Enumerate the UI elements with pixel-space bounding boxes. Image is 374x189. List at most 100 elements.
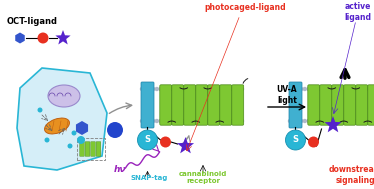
Circle shape [191,87,196,91]
Text: UV-A
light: UV-A light [277,85,297,105]
Circle shape [318,87,322,91]
Circle shape [229,87,233,91]
Circle shape [303,119,307,123]
Polygon shape [15,33,25,43]
Circle shape [206,87,211,91]
Circle shape [71,130,77,136]
FancyBboxPatch shape [208,85,220,125]
Circle shape [169,119,174,123]
Circle shape [221,119,226,123]
Circle shape [210,87,215,91]
Text: cannabinoid
receptor: cannabinoid receptor [179,171,227,184]
Circle shape [308,136,319,147]
Circle shape [325,87,329,91]
Circle shape [188,119,192,123]
Circle shape [169,87,174,91]
Circle shape [303,87,307,91]
Circle shape [210,119,215,123]
Circle shape [188,87,192,91]
FancyBboxPatch shape [172,85,184,125]
FancyBboxPatch shape [232,85,244,125]
Circle shape [107,122,123,138]
Polygon shape [17,68,107,170]
Circle shape [358,87,362,91]
Circle shape [37,108,43,112]
Text: hν: hν [113,166,126,174]
Circle shape [195,87,200,91]
Circle shape [299,87,303,91]
Circle shape [314,119,318,123]
Circle shape [295,119,300,123]
Circle shape [195,119,200,123]
Circle shape [166,87,170,91]
FancyBboxPatch shape [220,85,232,125]
Circle shape [340,87,344,91]
Circle shape [355,87,359,91]
Circle shape [306,87,311,91]
Circle shape [154,119,159,123]
Circle shape [343,119,348,123]
Polygon shape [76,121,88,135]
Text: S: S [144,136,150,145]
Circle shape [181,87,185,91]
Circle shape [321,87,325,91]
Circle shape [77,136,85,144]
Circle shape [184,87,188,91]
FancyBboxPatch shape [332,85,344,125]
Circle shape [218,87,222,91]
Circle shape [147,87,151,91]
FancyBboxPatch shape [96,142,101,156]
FancyBboxPatch shape [80,142,84,156]
FancyBboxPatch shape [308,85,320,125]
Circle shape [184,119,188,123]
Ellipse shape [45,118,70,134]
Circle shape [328,119,333,123]
Circle shape [288,119,292,123]
Circle shape [151,87,155,91]
Circle shape [37,33,49,43]
Circle shape [373,119,374,123]
FancyBboxPatch shape [85,142,90,156]
Circle shape [181,119,185,123]
Circle shape [285,130,306,150]
Circle shape [229,119,233,123]
Circle shape [332,87,337,91]
FancyBboxPatch shape [141,82,154,128]
Circle shape [203,87,207,91]
Circle shape [351,87,355,91]
FancyBboxPatch shape [196,85,208,125]
Circle shape [199,87,203,91]
Polygon shape [177,137,194,153]
Circle shape [236,87,240,91]
Circle shape [138,130,157,150]
Circle shape [343,87,348,91]
Circle shape [221,87,226,91]
Circle shape [365,119,370,123]
Circle shape [351,119,355,123]
Circle shape [214,119,218,123]
Circle shape [306,119,311,123]
Circle shape [358,119,362,123]
Circle shape [177,87,181,91]
Circle shape [299,119,303,123]
Circle shape [191,119,196,123]
Circle shape [225,119,229,123]
Circle shape [151,119,155,123]
Polygon shape [55,30,71,44]
Circle shape [218,119,222,123]
FancyBboxPatch shape [289,82,302,128]
Circle shape [45,138,49,143]
Circle shape [144,119,148,123]
Circle shape [369,87,374,91]
Text: OCT-ligand: OCT-ligand [7,18,58,26]
Circle shape [355,119,359,123]
Circle shape [214,87,218,91]
Circle shape [158,119,163,123]
Circle shape [140,119,144,123]
Circle shape [328,87,333,91]
Circle shape [321,119,325,123]
Circle shape [288,87,292,91]
Circle shape [336,87,340,91]
Circle shape [232,87,237,91]
FancyBboxPatch shape [91,142,95,156]
